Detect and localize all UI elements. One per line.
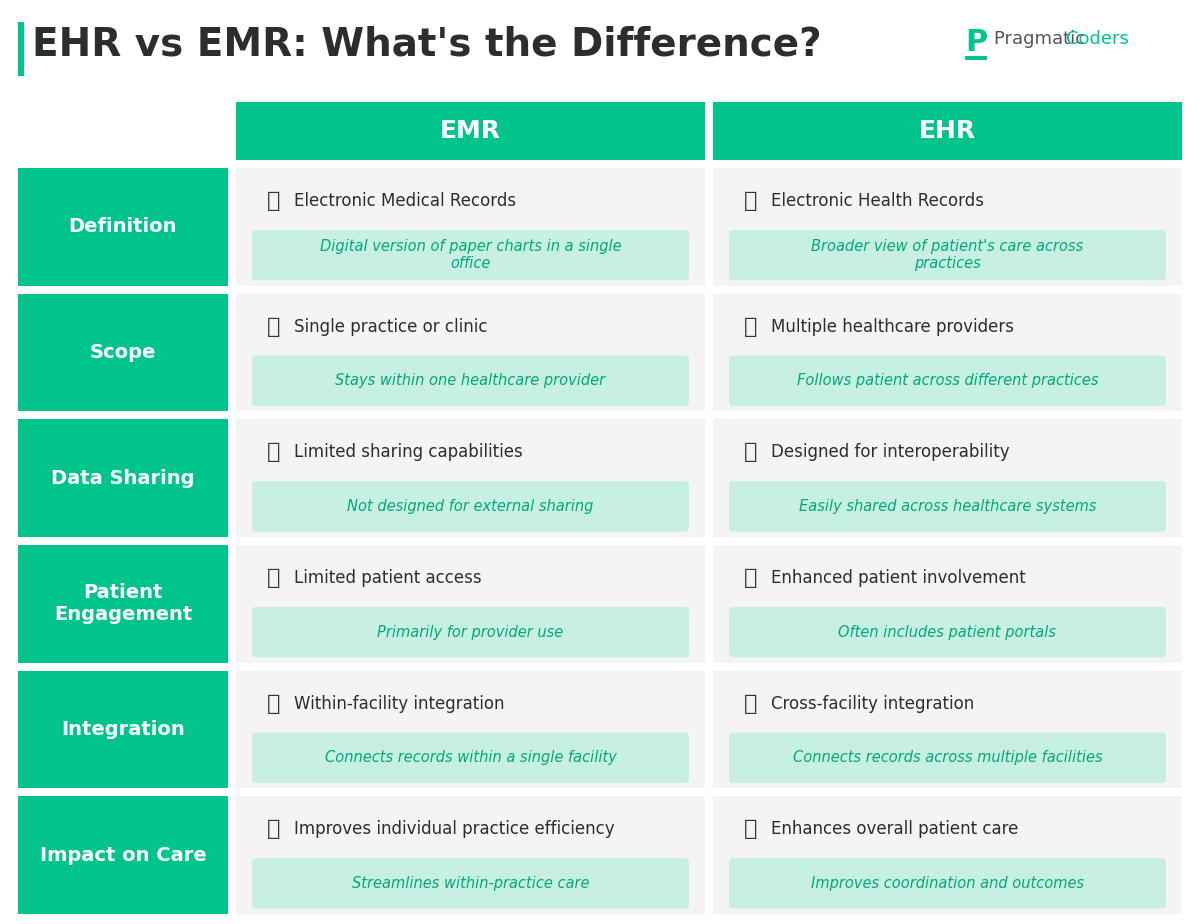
Text: Integration: Integration: [61, 720, 185, 739]
Text: Connects records across multiple facilities: Connects records across multiple facilit…: [793, 750, 1103, 765]
Text: Enhances overall patient care: Enhances overall patient care: [772, 821, 1019, 838]
Text: Broader view of patient's care across
practices: Broader view of patient's care across pr…: [811, 239, 1084, 272]
Text: Easily shared across healthcare systems: Easily shared across healthcare systems: [799, 499, 1097, 514]
Text: 🏥: 🏥: [268, 317, 281, 336]
Text: 📊: 📊: [268, 820, 281, 839]
Text: Primarily for provider use: Primarily for provider use: [377, 625, 564, 639]
Text: Definition: Definition: [68, 217, 178, 237]
Text: Single practice or clinic: Single practice or clinic: [294, 318, 487, 335]
FancyBboxPatch shape: [252, 858, 689, 908]
Text: P: P: [965, 28, 988, 57]
Text: Improves coordination and outcomes: Improves coordination and outcomes: [811, 876, 1084, 891]
Text: Digital version of paper charts in a single
office: Digital version of paper charts in a sin…: [319, 239, 622, 272]
Text: Coders: Coders: [1066, 30, 1129, 48]
Text: 🔗: 🔗: [268, 694, 281, 713]
Text: Pragmatic: Pragmatic: [994, 30, 1091, 48]
Text: Connects records within a single facility: Connects records within a single facilit…: [324, 750, 617, 765]
Bar: [236, 796, 706, 914]
FancyBboxPatch shape: [730, 858, 1166, 908]
Text: Electronic Health Records: Electronic Health Records: [772, 192, 984, 210]
Text: 🏆: 🏆: [744, 820, 757, 839]
Bar: [713, 168, 1182, 286]
Bar: [713, 294, 1182, 411]
Text: Within-facility integration: Within-facility integration: [294, 695, 504, 712]
Text: Streamlines within-practice care: Streamlines within-practice care: [352, 876, 589, 891]
Bar: [18, 419, 228, 537]
FancyBboxPatch shape: [730, 230, 1166, 280]
Text: 🌍: 🌍: [744, 317, 757, 336]
Bar: [18, 294, 228, 411]
Bar: [713, 671, 1182, 788]
FancyBboxPatch shape: [252, 607, 689, 657]
Bar: [713, 419, 1182, 537]
Text: EHR: EHR: [919, 119, 976, 143]
Text: Limited patient access: Limited patient access: [294, 569, 481, 587]
Bar: [236, 671, 706, 788]
FancyBboxPatch shape: [252, 481, 689, 531]
Text: Stays within one healthcare provider: Stays within one healthcare provider: [336, 373, 606, 388]
Text: Multiple healthcare providers: Multiple healthcare providers: [772, 318, 1014, 335]
Text: Data Sharing: Data Sharing: [52, 468, 194, 488]
Text: 🌐: 🌐: [744, 191, 757, 211]
FancyBboxPatch shape: [252, 230, 689, 280]
Bar: [18, 796, 228, 914]
Bar: [236, 545, 706, 663]
Bar: [18, 671, 228, 788]
Bar: [236, 102, 706, 160]
Text: 👤: 👤: [268, 568, 281, 588]
Text: Cross-facility integration: Cross-facility integration: [772, 695, 974, 712]
Text: Not designed for external sharing: Not designed for external sharing: [347, 499, 594, 514]
Text: EHR vs EMR: What's the Difference?: EHR vs EMR: What's the Difference?: [32, 26, 822, 64]
Bar: [965, 56, 986, 60]
FancyBboxPatch shape: [730, 481, 1166, 531]
Text: Improves individual practice efficiency: Improves individual practice efficiency: [294, 821, 614, 838]
Bar: [236, 419, 706, 537]
Text: 📋: 📋: [268, 191, 281, 211]
Bar: [713, 796, 1182, 914]
Bar: [18, 545, 228, 663]
Text: Follows patient across different practices: Follows patient across different practic…: [797, 373, 1098, 388]
Bar: [18, 22, 24, 76]
Text: EMR: EMR: [440, 119, 502, 143]
Bar: [18, 168, 228, 286]
Text: Limited sharing capabilities: Limited sharing capabilities: [294, 444, 523, 461]
Text: 👥: 👥: [744, 568, 757, 588]
Text: Electronic Medical Records: Electronic Medical Records: [294, 192, 516, 210]
Bar: [236, 168, 706, 286]
FancyBboxPatch shape: [730, 607, 1166, 657]
Text: Designed for interoperability: Designed for interoperability: [772, 444, 1009, 461]
Text: Scope: Scope: [90, 343, 156, 362]
Text: 🌐: 🌐: [744, 694, 757, 713]
Text: Enhanced patient involvement: Enhanced patient involvement: [772, 569, 1026, 587]
FancyBboxPatch shape: [252, 733, 689, 783]
Bar: [713, 545, 1182, 663]
Bar: [236, 294, 706, 411]
Text: Impact on Care: Impact on Care: [40, 845, 206, 865]
FancyBboxPatch shape: [730, 733, 1166, 783]
FancyBboxPatch shape: [730, 356, 1166, 406]
Bar: [713, 102, 1182, 160]
FancyBboxPatch shape: [252, 356, 689, 406]
Text: 🔒: 🔒: [268, 443, 281, 462]
Text: Patient
Engagement: Patient Engagement: [54, 583, 192, 625]
Text: 🔄: 🔄: [744, 443, 757, 462]
Text: Often includes patient portals: Often includes patient portals: [839, 625, 1056, 639]
